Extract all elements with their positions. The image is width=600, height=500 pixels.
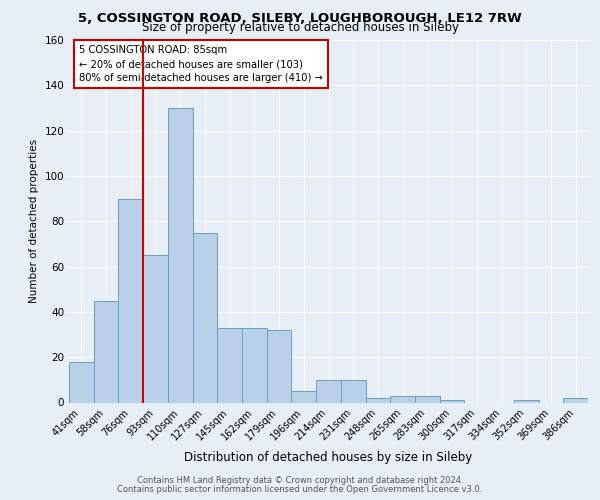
Bar — [217, 328, 242, 402]
Bar — [316, 380, 341, 402]
Text: Size of property relative to detached houses in Sileby: Size of property relative to detached ho… — [142, 22, 458, 35]
Bar — [193, 232, 217, 402]
Bar — [341, 380, 365, 402]
Bar — [69, 362, 94, 403]
Bar — [365, 398, 390, 402]
Bar — [514, 400, 539, 402]
Text: Contains public sector information licensed under the Open Government Licence v3: Contains public sector information licen… — [118, 484, 482, 494]
Bar — [292, 391, 316, 402]
Bar — [94, 300, 118, 402]
Bar — [415, 396, 440, 402]
Bar — [242, 328, 267, 402]
Text: 5, COSSINGTON ROAD, SILEBY, LOUGHBOROUGH, LE12 7RW: 5, COSSINGTON ROAD, SILEBY, LOUGHBOROUGH… — [78, 12, 522, 25]
Bar — [118, 198, 143, 402]
Bar — [440, 400, 464, 402]
X-axis label: Distribution of detached houses by size in Sileby: Distribution of detached houses by size … — [184, 450, 473, 464]
Bar — [563, 398, 588, 402]
Bar — [390, 396, 415, 402]
Text: Contains HM Land Registry data © Crown copyright and database right 2024.: Contains HM Land Registry data © Crown c… — [137, 476, 463, 485]
Bar — [267, 330, 292, 402]
Bar — [168, 108, 193, 403]
Y-axis label: Number of detached properties: Number of detached properties — [29, 139, 39, 304]
Text: 5 COSSINGTON ROAD: 85sqm
← 20% of detached houses are smaller (103)
80% of semi-: 5 COSSINGTON ROAD: 85sqm ← 20% of detach… — [79, 46, 323, 84]
Bar — [143, 255, 168, 402]
